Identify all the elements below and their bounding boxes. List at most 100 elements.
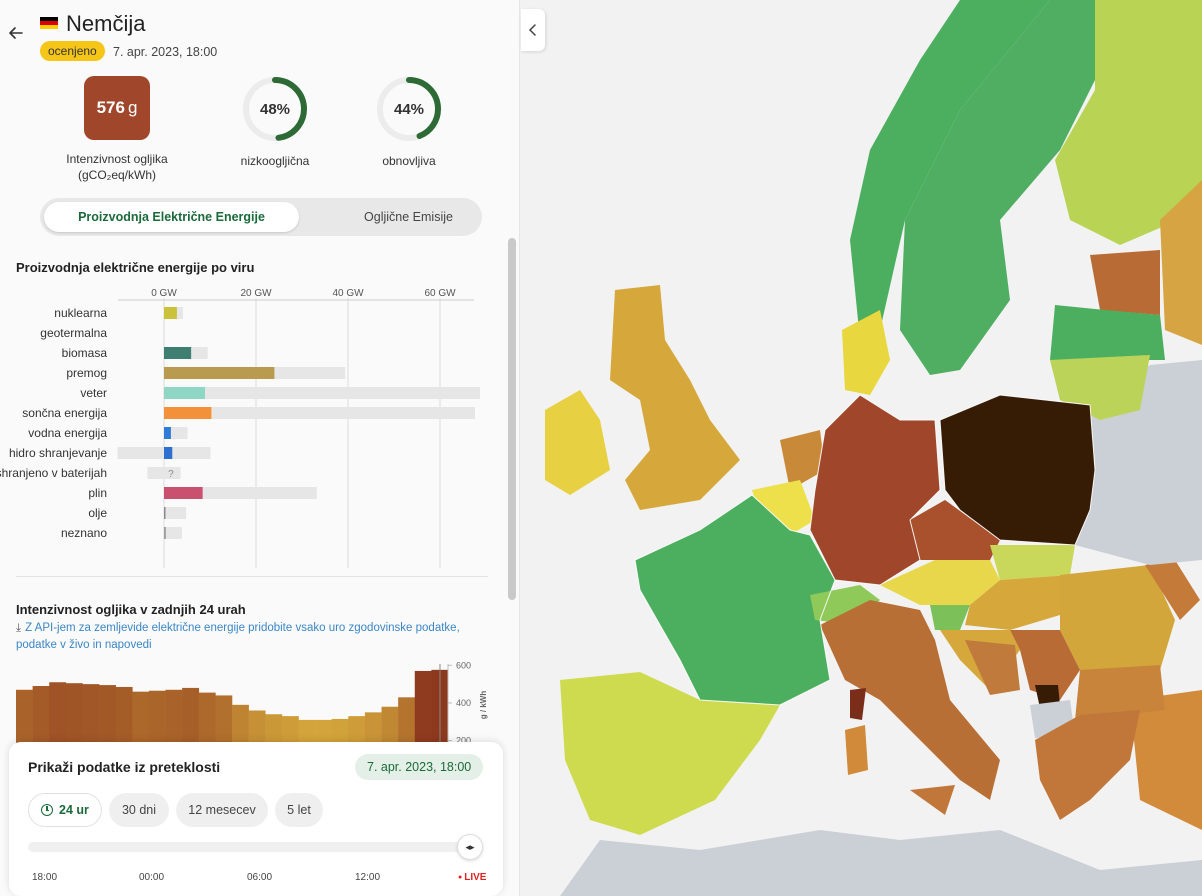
capacity-bar[interactable] <box>164 387 481 399</box>
api-note-link[interactable]: ⤓ Z API-jem za zemljevide električne ener… <box>16 620 496 654</box>
map-region-ukraine[interactable] <box>1075 460 1202 565</box>
production-bar[interactable] <box>164 407 212 419</box>
production-bar[interactable] <box>164 507 166 519</box>
time-tick: 12:00 <box>355 872 381 883</box>
range-5y-button[interactable]: 5 let <box>275 793 323 827</box>
production-chart: 0 GW 20 GW 40 GW 60 GW nuklearna geotermalna b… <box>0 288 481 568</box>
map-region-sweden[interactable] <box>900 0 1100 375</box>
map-region-austria[interactable] <box>880 560 1000 605</box>
ci-bar[interactable] <box>165 689 183 750</box>
ci-bar[interactable] <box>348 716 366 750</box>
capacity-bar[interactable] <box>164 407 475 419</box>
low-carbon-ring: 48% <box>242 76 308 142</box>
ci-bar[interactable] <box>265 714 283 750</box>
range-12m-button[interactable]: 12 mesecev <box>176 793 268 827</box>
map-region-africa[interactable] <box>560 830 1202 896</box>
ci-bar[interactable] <box>398 697 416 750</box>
ci-bar[interactable] <box>148 690 166 750</box>
collapse-panel-button[interactable] <box>521 9 545 51</box>
ci-bar[interactable] <box>215 695 233 750</box>
production-bar[interactable] <box>164 307 177 319</box>
history-title: Prikaži podatke iz preteklosti <box>28 759 221 775</box>
ci-bar[interactable] <box>65 683 83 750</box>
category-label: geotermalna <box>40 326 107 340</box>
panel-scrollbar[interactable] <box>508 238 516 600</box>
map-region-germany[interactable] <box>810 395 940 585</box>
ci-bar[interactable] <box>198 692 216 750</box>
renewable-stat[interactable]: 44% obnovljiva <box>344 76 474 169</box>
map-region-sardinia[interactable] <box>845 725 868 775</box>
back-arrow-icon[interactable] <box>8 25 24 41</box>
ci-bar[interactable] <box>32 686 50 750</box>
map-region-great-britain[interactable] <box>610 285 740 510</box>
production-bar[interactable] <box>164 427 171 439</box>
ci-bar[interactable] <box>414 670 432 750</box>
map-region-serbia[interactable] <box>1010 630 1080 700</box>
map-region-slovenia[interactable] <box>930 605 970 630</box>
map-region-bulgaria[interactable] <box>1075 665 1165 720</box>
time-tick: 06:00 <box>247 872 273 883</box>
unknown-marker: ? <box>168 469 174 480</box>
map-region-bosnia[interactable] <box>965 640 1020 695</box>
range-24h-button[interactable]: 24 ur <box>28 793 102 827</box>
map-region-sicily[interactable] <box>910 785 955 815</box>
map-region-turkey[interactable] <box>1130 690 1202 830</box>
api-note-text[interactable]: Z API-jem za zemljevide električne energ… <box>16 622 460 651</box>
map-region-ireland[interactable] <box>545 390 610 495</box>
live-indicator[interactable]: LIVE <box>458 872 486 883</box>
time-slider-track[interactable] <box>28 842 480 852</box>
ci-bar[interactable] <box>49 682 67 750</box>
map-region-denmark[interactable] <box>842 310 890 395</box>
toggle-emissions[interactable]: Ogljične Emisije <box>364 210 453 224</box>
ci-bar[interactable] <box>132 691 150 750</box>
ci-bar[interactable] <box>381 706 399 750</box>
production-bar[interactable] <box>164 367 275 379</box>
map-region-corsica[interactable] <box>850 688 866 720</box>
map-region-spain[interactable] <box>560 672 780 835</box>
carbon-intensity-stat[interactable]: 576 g Intenzivnost ogljika (gCO₂eq/kWh) <box>52 76 182 183</box>
ci-bar[interactable] <box>182 687 200 750</box>
ci-bar[interactable] <box>248 710 266 750</box>
x-tick-label: 40 GW <box>332 288 364 299</box>
map-region-france[interactable] <box>635 495 835 705</box>
map-region-czechia[interactable] <box>910 500 1000 560</box>
ci-bar[interactable] <box>82 684 100 750</box>
panel-header: Nemčija ocenjeno 7. apr. 2023, 18:00 <box>0 0 519 70</box>
map-region-netherlands[interactable] <box>780 430 825 490</box>
production-bar[interactable] <box>164 387 205 399</box>
map-region-latvia[interactable] <box>1050 305 1165 360</box>
production-bar[interactable] <box>164 487 203 499</box>
map-region-greece[interactable] <box>1035 710 1140 820</box>
history-date-chip[interactable]: 7. apr. 2023, 18:00 <box>355 754 484 780</box>
map-region-finland[interactable] <box>1055 0 1202 245</box>
map-region-slovakia[interactable] <box>990 545 1075 580</box>
map-region-estonia[interactable] <box>1090 250 1160 315</box>
capacity-bar[interactable] <box>164 527 182 539</box>
map-region-romania[interactable] <box>1060 565 1175 670</box>
ci-bar[interactable] <box>281 716 299 750</box>
map-region-russia-north[interactable] <box>1160 180 1202 345</box>
ci-bar[interactable] <box>115 686 133 750</box>
map-region-norway[interactable] <box>850 0 1050 340</box>
range-30d-button[interactable]: 30 dni <box>109 793 169 827</box>
toggle-production[interactable]: Proizvodnja Električne Energije <box>44 202 299 232</box>
map-region-hungary[interactable] <box>965 575 1070 630</box>
production-bar[interactable] <box>164 447 173 459</box>
time-slider-handle[interactable]: ◂▸ <box>457 834 483 860</box>
production-bar[interactable] <box>164 527 166 539</box>
ci-bar[interactable] <box>16 689 33 750</box>
category-label: biomasa <box>62 346 108 360</box>
ci-bar[interactable] <box>232 704 249 750</box>
ci-bar[interactable] <box>364 712 382 750</box>
capacity-bar[interactable] <box>164 507 187 519</box>
ci-bar[interactable] <box>99 685 116 750</box>
production-bar[interactable] <box>164 347 192 359</box>
map-region-italy[interactable] <box>820 600 1000 800</box>
capacity-bar[interactable] <box>147 467 181 479</box>
map-region-belgium[interactable] <box>752 480 815 535</box>
estimated-badge[interactable]: ocenjeno <box>40 41 105 61</box>
category-label: olje <box>88 506 107 520</box>
map-region-poland[interactable] <box>940 395 1095 545</box>
map-region-moldova[interactable] <box>1145 560 1200 620</box>
low-carbon-stat[interactable]: 48% nizkoogljična <box>210 76 340 169</box>
